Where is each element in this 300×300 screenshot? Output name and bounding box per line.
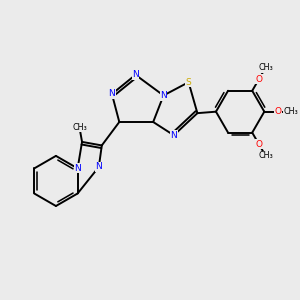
Text: S: S: [186, 78, 191, 87]
Text: N: N: [109, 89, 115, 98]
Text: CH₃: CH₃: [284, 107, 298, 116]
Text: O: O: [274, 107, 281, 116]
Text: CH₃: CH₃: [72, 123, 87, 132]
Text: N: N: [95, 162, 102, 171]
Text: N: N: [132, 70, 139, 79]
Text: N: N: [74, 164, 81, 173]
Text: N: N: [170, 131, 177, 140]
Text: N: N: [160, 91, 167, 100]
Text: O: O: [255, 75, 262, 84]
Text: CH₃: CH₃: [258, 151, 273, 160]
Text: O: O: [255, 140, 262, 148]
Text: CH₃: CH₃: [258, 63, 273, 72]
